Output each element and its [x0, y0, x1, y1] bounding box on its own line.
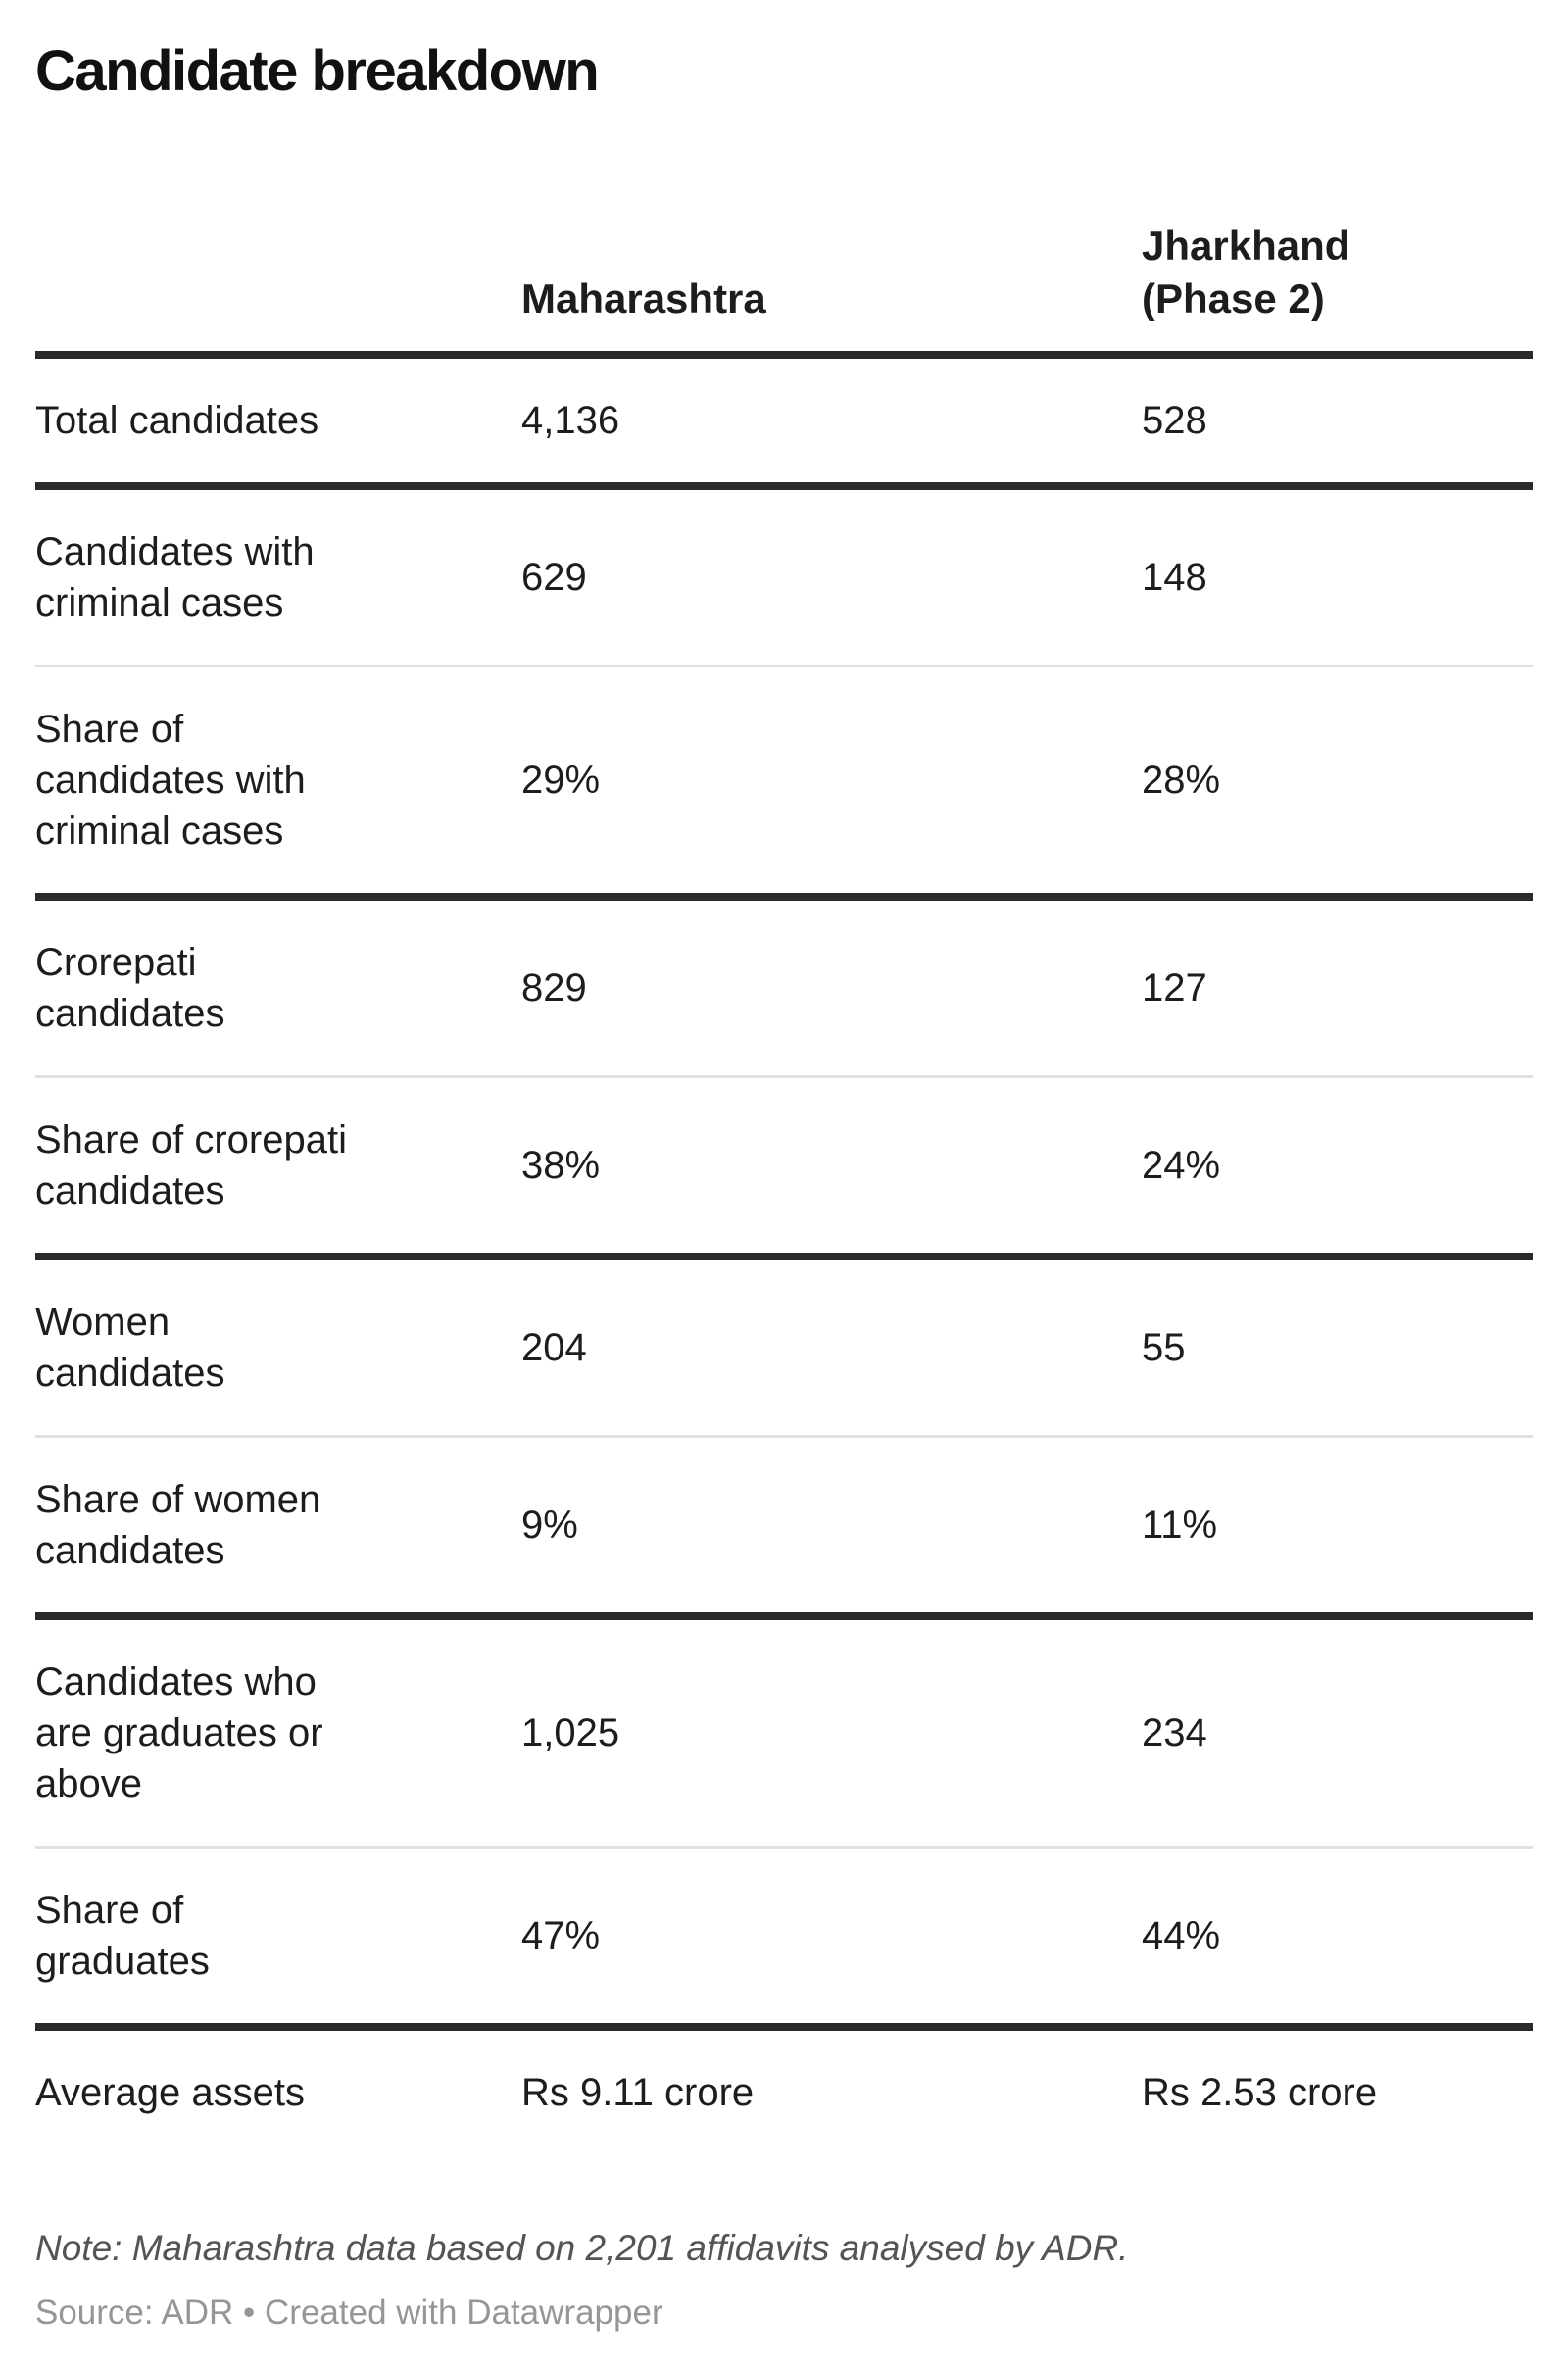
table-row-average-assets: Average assets Rs 9.11 crore Rs 2.53 cro…: [35, 2031, 1533, 2154]
row-label: Share of candidates with criminal cases: [35, 708, 306, 853]
row-label: Share of graduates: [35, 1889, 210, 1983]
header-col-maharashtra: Maharashtra: [521, 275, 766, 321]
page-title: Candidate breakdown: [35, 39, 600, 103]
table-row-share-women: Share of women candidates 9% 11%: [35, 1438, 1533, 1620]
maharashtra-value: 829: [521, 966, 587, 1010]
table-row-total-candidates: Total candidates 4,136 528: [35, 359, 1533, 490]
jharkhand-value: Rs 2.53 crore: [1142, 2071, 1378, 2114]
maharashtra-value: 204: [521, 1326, 587, 1369]
jharkhand-value: 234: [1142, 1711, 1207, 1754]
row-label: Women candidates: [35, 1301, 225, 1395]
row-label: Average assets: [35, 2071, 305, 2114]
table-header-row: Maharashtra Jharkhand (Phase 2): [35, 220, 1533, 359]
row-label: Share of crorepati candidates: [35, 1118, 347, 1212]
table-row-graduates: Candidates who are graduates or above 1,…: [35, 1620, 1533, 1849]
maharashtra-value: 9%: [521, 1504, 578, 1547]
source-attribution: Source: ADR • Created with Datawrapper: [35, 2294, 663, 2332]
jharkhand-value: 148: [1142, 556, 1207, 599]
footnote: Note: Maharashtra data based on 2,201 af…: [35, 2228, 1129, 2268]
jharkhand-value: 11%: [1142, 1504, 1218, 1547]
header-col-jharkhand: Jharkhand (Phase 2): [1142, 222, 1350, 321]
jharkhand-value: 44%: [1142, 1914, 1221, 1957]
maharashtra-value: 29%: [521, 759, 601, 802]
table-row-crorepati-candidates: Crorepati candidates 829 127: [35, 901, 1533, 1078]
maharashtra-value: 47%: [521, 1914, 601, 1957]
jharkhand-value: 55: [1142, 1326, 1186, 1369]
table-row-share-crorepati: Share of crorepati candidates 38% 24%: [35, 1078, 1533, 1260]
maharashtra-value: 629: [521, 556, 587, 599]
maharashtra-value: 4,136: [521, 399, 620, 442]
jharkhand-value: 28%: [1142, 759, 1221, 802]
table-row-share-graduates: Share of graduates 47% 44%: [35, 1849, 1533, 2031]
maharashtra-value: Rs 9.11 crore: [521, 2071, 755, 2114]
table-row-criminal-cases: Candidates with criminal cases 629 148: [35, 490, 1533, 667]
jharkhand-value: 528: [1142, 399, 1207, 442]
jharkhand-value: 24%: [1142, 1144, 1221, 1187]
row-label: Candidates who are graduates or above: [35, 1660, 323, 1805]
candidate-table: Total candidates 4,136 528 Candidates wi…: [35, 359, 1533, 2154]
row-label: Candidates with criminal cases: [35, 530, 315, 624]
table-row-share-criminal-cases: Share of candidates with criminal cases …: [35, 667, 1533, 901]
row-label: Share of women candidates: [35, 1478, 321, 1572]
maharashtra-value: 38%: [521, 1144, 601, 1187]
row-label: Crorepati candidates: [35, 941, 225, 1035]
maharashtra-value: 1,025: [521, 1711, 620, 1754]
row-label: Total candidates: [35, 399, 319, 442]
jharkhand-value: 127: [1142, 966, 1207, 1010]
table-row-women-candidates: Women candidates 204 55: [35, 1260, 1533, 1438]
